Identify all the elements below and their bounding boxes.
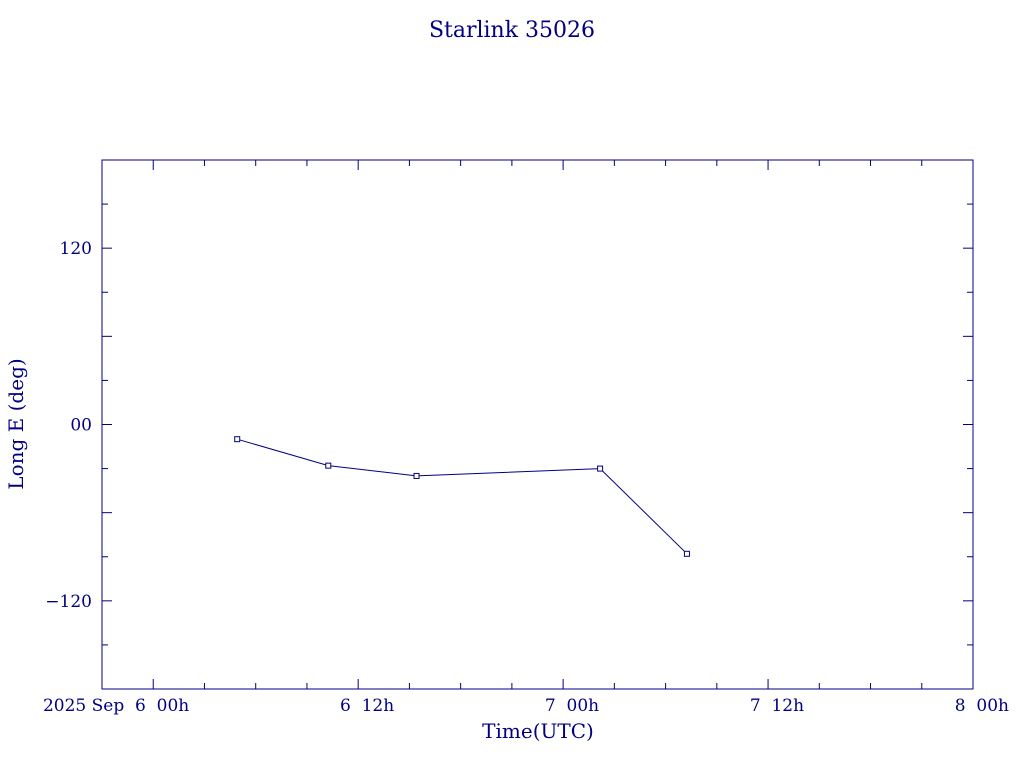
x-tick-label: 8 00h [955, 696, 1009, 716]
data-point [413, 472, 420, 479]
x-tick-label: 2025 Sep 6 00h [43, 696, 189, 716]
x-axis-ticks [152, 160, 923, 689]
series-group [234, 436, 690, 557]
y-axis-tick-labels: 120 00 −120 [45, 239, 92, 612]
data-point [325, 462, 332, 469]
data-point [597, 465, 604, 472]
y-tick-label: 00 [70, 416, 92, 436]
y-tick-label: 120 [60, 239, 92, 259]
x-axis-label: Time(UTC) [482, 719, 594, 743]
chart-title: Starlink 35026 [429, 18, 595, 43]
x-tick-label: 6 12h [340, 696, 394, 716]
plot-frame [101, 159, 974, 690]
y-axis-label: Long E (deg) [4, 358, 28, 489]
y-tick-label: −120 [45, 592, 92, 612]
data-point [683, 550, 690, 557]
y-axis-ticks [102, 203, 973, 646]
x-tick-label: 7 12h [750, 696, 804, 716]
x-tick-label: 7 00h [545, 696, 599, 716]
data-point [234, 436, 241, 443]
series-line [237, 438, 688, 555]
x-axis-tick-labels: 2025 Sep 6 00h 6 12h 7 00h 7 12h 8 00h [43, 696, 1009, 716]
